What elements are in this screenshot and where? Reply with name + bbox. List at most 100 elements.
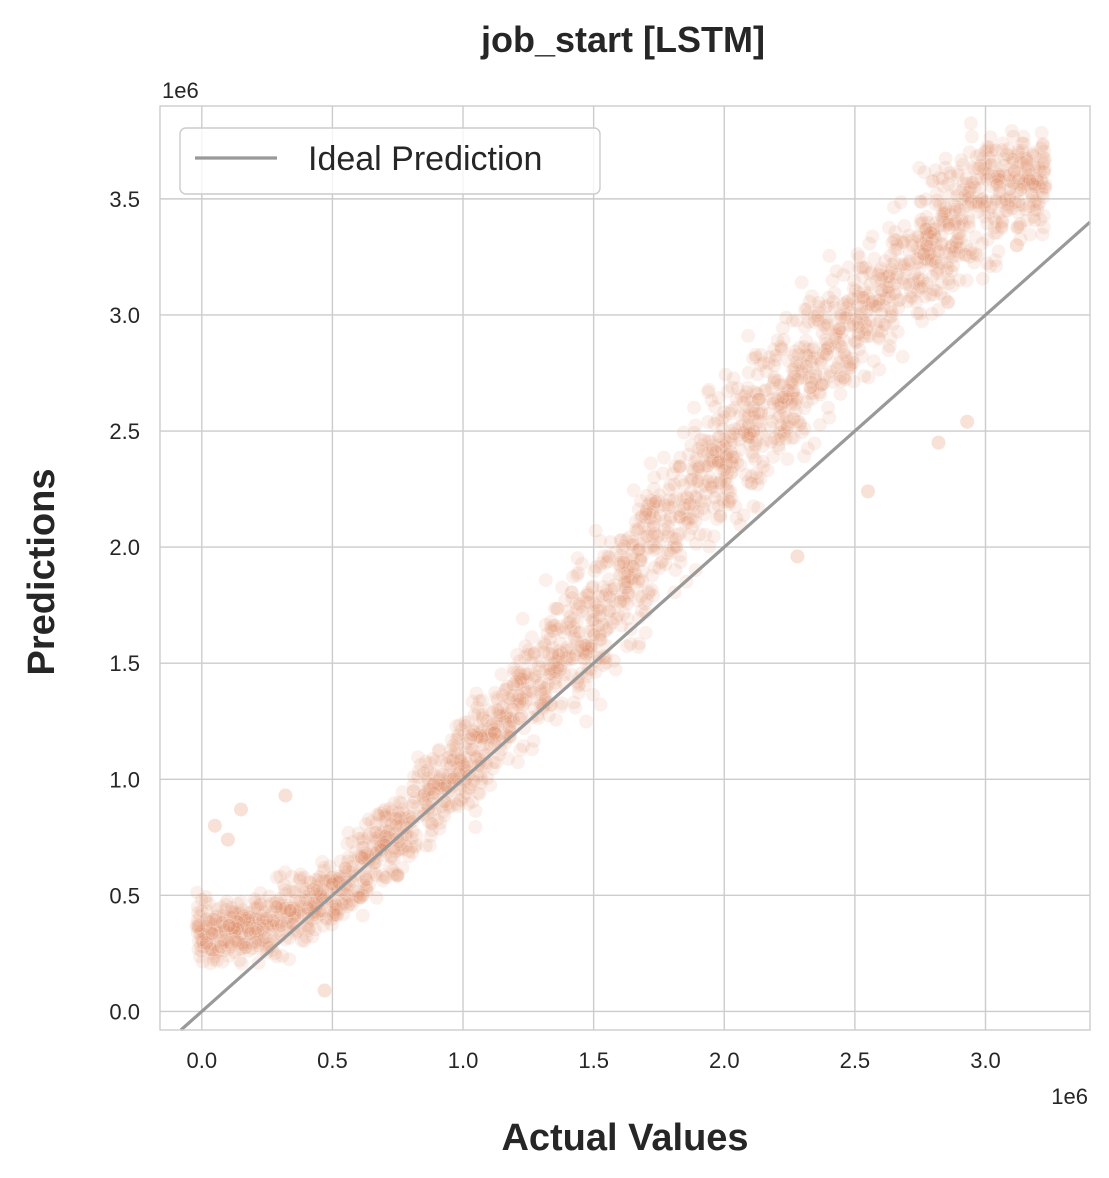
scatter-point (700, 474, 716, 489)
scatter-point (909, 255, 925, 271)
scatter-point (886, 232, 902, 247)
scatter-point (682, 511, 698, 527)
scatter-point (833, 373, 849, 389)
scatter-point (881, 274, 897, 290)
scatter-point (701, 539, 717, 554)
scatter-point (924, 306, 940, 322)
scatter-point (711, 455, 726, 470)
scatter-point (328, 901, 343, 917)
scatter-point (619, 596, 635, 612)
scatter-point (800, 306, 815, 322)
scatter-point (189, 885, 205, 900)
scatter-point (787, 365, 802, 380)
scatter-point (780, 419, 796, 435)
scatter-point (915, 278, 931, 294)
scatter-point (360, 846, 375, 862)
scatter-point (613, 554, 629, 570)
scatter-point (483, 737, 498, 752)
scatter-point (584, 613, 600, 629)
scatter-point (655, 466, 671, 481)
scatter-point (235, 916, 251, 932)
scatter-point (694, 437, 710, 453)
scatter-point (645, 519, 661, 534)
scatter-point (692, 481, 708, 496)
scatter-point (977, 195, 993, 211)
scatter-point (324, 876, 340, 892)
scatter-point (570, 550, 585, 566)
scatter-point (362, 826, 377, 842)
scatter-point (300, 900, 315, 916)
scatter-point (625, 558, 640, 574)
scatter-point (941, 220, 957, 236)
scatter-point (859, 304, 875, 319)
scatter-point (357, 848, 372, 863)
scatter-point-outlier (220, 832, 235, 847)
scatter-point (338, 860, 353, 876)
scatter-point (753, 426, 769, 441)
scatter-point (765, 449, 781, 465)
scatter-point (704, 434, 719, 449)
scatter-point (1020, 177, 1036, 192)
scatter-point (254, 908, 270, 924)
scatter-point (737, 388, 753, 404)
scatter-point (1022, 172, 1038, 188)
scatter-point (937, 291, 953, 306)
scatter-point (360, 829, 376, 845)
scatter-point (846, 374, 861, 389)
scatter-point (390, 805, 406, 820)
scatter-point (799, 358, 815, 374)
scatter-point (410, 749, 426, 765)
scatter-point (303, 875, 318, 891)
scatter-point-outlier (233, 802, 248, 817)
scatter-point (869, 317, 884, 333)
scatter-point (801, 314, 816, 330)
scatter-point (534, 653, 549, 669)
scatter-point (318, 873, 334, 889)
scatter-point (545, 648, 560, 663)
scatter-point (269, 914, 284, 930)
scatter-point (204, 942, 220, 958)
scatter-point (726, 371, 741, 386)
scatter-point (516, 667, 532, 682)
scatter-point (829, 360, 844, 376)
scatter-point (884, 235, 900, 250)
scatter-point (994, 194, 1010, 210)
scatter-point (841, 361, 857, 377)
scatter-point (969, 149, 985, 164)
scatter-point (211, 924, 226, 940)
scatter-point (283, 903, 299, 918)
scatter-point (227, 929, 242, 944)
scatter-point (710, 453, 725, 468)
scatter-point (599, 555, 614, 571)
scatter-point (636, 518, 652, 534)
scatter-point (621, 530, 637, 545)
scatter-point (505, 688, 520, 703)
scatter-point (830, 335, 846, 351)
scatter-point (808, 368, 824, 383)
scatter-point (955, 191, 970, 207)
scatter-point (667, 459, 683, 474)
scatter-point (190, 912, 205, 928)
scatter-point (340, 898, 355, 914)
scatter-point (647, 526, 663, 541)
scatter-point (963, 116, 979, 131)
scatter-point (909, 251, 925, 266)
scatter-point (984, 143, 999, 158)
scatter-point (651, 493, 666, 509)
scatter-point (1027, 213, 1043, 228)
scatter-point (292, 893, 308, 909)
scatter-point (802, 385, 818, 401)
scatter-point (653, 555, 669, 571)
scatter-point (399, 838, 415, 854)
scatter-point (205, 952, 221, 967)
scatter-point (729, 392, 744, 407)
scatter-point (1034, 182, 1049, 197)
scatter-point (780, 420, 795, 435)
scatter-point (895, 349, 911, 365)
scatter-point (950, 226, 966, 241)
scatter-point (464, 794, 480, 810)
scatter-point (365, 838, 381, 854)
scatter-point (894, 234, 910, 250)
scatter-point (577, 651, 593, 666)
scatter-point (1003, 192, 1019, 208)
